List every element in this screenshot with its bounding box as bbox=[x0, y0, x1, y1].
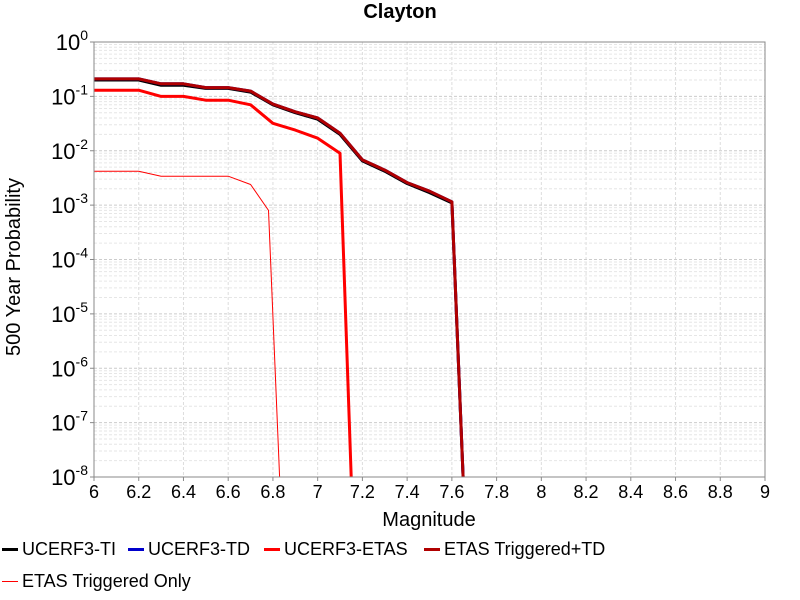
x-tick-label: 6.4 bbox=[171, 482, 196, 502]
x-tick-label: 7.4 bbox=[395, 482, 420, 502]
series-line-ucerf3-ti bbox=[94, 78, 465, 478]
x-tick-label: 6.2 bbox=[126, 482, 151, 502]
legend-label: UCERF3-TI bbox=[22, 538, 116, 559]
y-axis-ticks: 100 10-1 10-2 10-3 10-4 10-5 10-6 10-7 10-8 bbox=[51, 27, 94, 490]
y-tick-label: 10-2 bbox=[51, 136, 88, 164]
x-tick-label: 8.8 bbox=[708, 482, 733, 502]
x-tick-label: 7 bbox=[313, 482, 323, 502]
x-tick-label: 9 bbox=[760, 482, 770, 502]
series-line-etas-triggered-td bbox=[94, 77, 465, 478]
x-tick-label: 7.6 bbox=[439, 482, 464, 502]
y-tick-label: 10-4 bbox=[51, 245, 88, 273]
legend-item: ETAS Triggered+TD bbox=[424, 538, 605, 560]
series-lines bbox=[94, 77, 465, 478]
legend-item: UCERF3-TI bbox=[2, 538, 116, 560]
y-axis-label: 500 Year Probability bbox=[3, 178, 25, 356]
legend-swatch bbox=[2, 547, 18, 551]
legend-swatch bbox=[264, 547, 280, 551]
series-line-ucerf3-etas bbox=[94, 88, 353, 478]
y-tick-label: 10-5 bbox=[51, 299, 88, 327]
legend-label: UCERF3-TD bbox=[148, 538, 250, 559]
legend-item: UCERF3-ETAS bbox=[264, 538, 408, 560]
legend-item: UCERF3-TD bbox=[128, 538, 250, 560]
y-tick-label: 10-3 bbox=[51, 190, 88, 218]
x-tick-label: 6.6 bbox=[216, 482, 241, 502]
x-axis-label: Magnitude bbox=[382, 509, 475, 531]
legend-label: ETAS Triggered Only bbox=[22, 570, 191, 591]
y-tick-label: 10-1 bbox=[51, 81, 88, 109]
legend-swatch bbox=[128, 547, 144, 551]
y-tick-label: 10-6 bbox=[51, 353, 88, 381]
x-tick-label: 8 bbox=[536, 482, 546, 502]
legend-swatch bbox=[2, 580, 18, 582]
series-line-etas-triggered-only bbox=[94, 170, 281, 478]
x-axis-ticks: 6 6.2 6.4 6.6 6.8 7 7.2 7.4 7.6 7.8 8 8.2 8.4 8.6 8.8 9 bbox=[89, 477, 770, 502]
legend-label: ETAS Triggered+TD bbox=[444, 538, 606, 559]
x-tick-label: 7.8 bbox=[484, 482, 509, 502]
x-tick-label: 6.8 bbox=[260, 482, 285, 502]
x-tick-label: 8.4 bbox=[618, 482, 643, 502]
x-tick-label: 8.6 bbox=[663, 482, 688, 502]
legend-item: ETAS Triggered Only bbox=[2, 570, 191, 592]
chart-title: Clayton bbox=[363, 1, 436, 23]
x-tick-label: 7.2 bbox=[350, 482, 375, 502]
x-tick-label: 6 bbox=[89, 482, 99, 502]
y-tick-label: 10-7 bbox=[51, 408, 88, 436]
legend-label: UCERF3-ETAS bbox=[284, 538, 408, 559]
y-tick-label: 10-8 bbox=[51, 462, 88, 490]
grid bbox=[93, 42, 766, 478]
legend-swatch bbox=[424, 547, 440, 551]
y-tick-label: 100 bbox=[56, 27, 88, 55]
series-line-ucerf3-td bbox=[94, 77, 465, 478]
x-tick-label: 8.2 bbox=[574, 482, 599, 502]
